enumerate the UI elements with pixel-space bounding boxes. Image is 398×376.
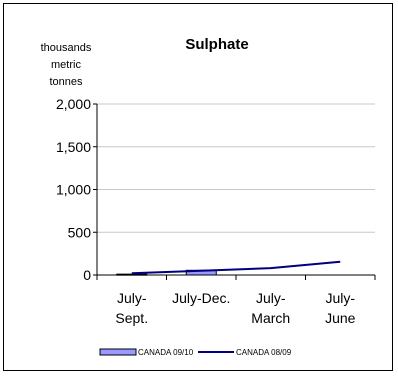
x-tick-label-line: March bbox=[251, 310, 290, 326]
x-tick-label-line: July- bbox=[256, 290, 286, 306]
y-axis-label-line: metric bbox=[51, 59, 81, 71]
series-line-canada-0809 bbox=[131, 260, 341, 275]
chart-title: Sulphate bbox=[185, 36, 248, 53]
y-tick-label: 500 bbox=[68, 224, 92, 240]
y-tick-label: 1,500 bbox=[56, 139, 91, 155]
legend-label-canada-0910: CANADA 09/10 bbox=[138, 348, 194, 357]
x-tick-label-line: Sept. bbox=[115, 310, 148, 326]
x-tick-label: July- Sept. bbox=[115, 290, 148, 326]
y-tick-label: 1,000 bbox=[56, 182, 91, 198]
x-tick-label: July- March bbox=[251, 290, 290, 326]
x-tick-labels: July- Sept. July-Dec. July- March July- June bbox=[115, 290, 355, 326]
y-tick-label: 2,000 bbox=[56, 96, 91, 112]
x-ticks bbox=[96, 275, 376, 280]
y-axis-label-line: tonnes bbox=[49, 76, 83, 88]
y-tick-label: 0 bbox=[83, 267, 91, 283]
x-tick-label: July- June bbox=[325, 290, 356, 326]
chart-frame bbox=[3, 3, 393, 371]
gridlines bbox=[97, 103, 375, 233]
x-tick-label-line: July-Dec. bbox=[172, 290, 230, 306]
x-tick-label: July-Dec. bbox=[172, 290, 230, 306]
y-ticks: 2,000 1,500 1,000 500 0 bbox=[56, 96, 97, 283]
legend-swatch-canada-0910 bbox=[99, 348, 137, 356]
x-tick-label-line: July- bbox=[325, 290, 355, 306]
y-axis-label: thousands metric tonnes bbox=[41, 42, 92, 88]
x-tick-label-line: July- bbox=[117, 290, 147, 306]
legend-label-canada-0809: CANADA 08/09 bbox=[236, 348, 292, 357]
y-axis-label-line: thousands bbox=[41, 42, 92, 54]
legend: CANADA 09/10 CANADA 08/09 bbox=[99, 348, 292, 357]
x-tick-label-line: June bbox=[325, 310, 356, 326]
